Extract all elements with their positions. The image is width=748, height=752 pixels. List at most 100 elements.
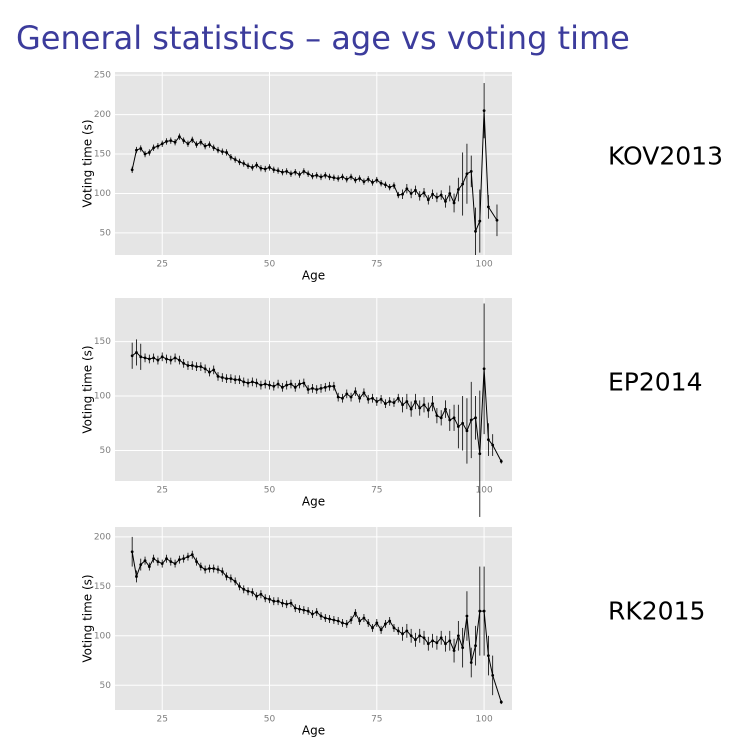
x-tick-label: 100: [476, 715, 493, 725]
point: [461, 421, 465, 425]
x-tick-label: 100: [476, 260, 493, 270]
point: [233, 158, 237, 161]
point: [323, 173, 327, 177]
point: [152, 146, 156, 150]
point: [285, 169, 289, 173]
point: [169, 560, 173, 564]
point: [173, 562, 177, 565]
point: [212, 368, 216, 372]
point: [216, 375, 220, 378]
point: [272, 599, 276, 603]
y-tick-label: 50: [100, 446, 112, 456]
point: [474, 229, 477, 233]
point: [259, 166, 263, 170]
point: [392, 626, 396, 630]
point: [186, 142, 190, 146]
point: [255, 381, 259, 385]
point: [418, 194, 422, 198]
point: [203, 144, 207, 148]
panel: [115, 72, 512, 255]
point: [315, 388, 319, 391]
point: [461, 646, 465, 650]
chart-label: EP2014: [608, 368, 703, 397]
point: [486, 438, 490, 442]
point: [177, 558, 181, 562]
point: [298, 607, 301, 611]
point: [336, 395, 340, 399]
point: [396, 193, 400, 197]
x-tick-label: 50: [264, 486, 276, 496]
slide-title: General statistics – age vs voting time: [16, 19, 630, 57]
point: [293, 385, 297, 389]
point: [143, 152, 147, 156]
y-tick-label: 50: [100, 228, 112, 238]
point: [169, 139, 173, 143]
point: [238, 584, 241, 588]
point: [409, 192, 413, 195]
point: [276, 599, 280, 603]
point: [328, 617, 331, 621]
point: [225, 151, 228, 154]
point: [482, 367, 486, 371]
point: [431, 639, 434, 643]
point: [250, 590, 254, 594]
point: [263, 596, 267, 600]
point: [233, 580, 237, 583]
point: [143, 559, 147, 563]
point: [388, 400, 392, 403]
point: [182, 361, 186, 365]
point: [165, 140, 168, 143]
point: [439, 193, 443, 197]
point: [280, 601, 284, 605]
point: [332, 384, 336, 388]
point: [190, 553, 194, 557]
point: [478, 609, 482, 613]
point: [182, 139, 186, 143]
point: [306, 172, 310, 176]
point: [452, 649, 456, 653]
point: [289, 382, 293, 386]
x-tick-label: 25: [156, 715, 167, 725]
panel: [115, 527, 512, 710]
point: [431, 192, 434, 196]
point: [414, 188, 417, 192]
point: [298, 173, 301, 176]
point: [276, 169, 280, 172]
y-axis-label: Voting time (s): [81, 574, 95, 662]
point: [388, 619, 392, 623]
point: [160, 562, 164, 565]
point: [311, 612, 314, 616]
point: [371, 396, 374, 400]
point: [225, 377, 228, 381]
y-tick-label: 200: [94, 110, 111, 120]
point: [147, 151, 151, 154]
point: [259, 383, 263, 387]
point: [246, 589, 250, 593]
point: [401, 192, 404, 196]
point: [203, 367, 207, 371]
point: [229, 577, 233, 580]
point: [474, 416, 477, 420]
point: [341, 396, 344, 400]
point: [190, 138, 194, 142]
point: [280, 385, 284, 389]
point: [216, 148, 220, 152]
point: [405, 187, 409, 191]
point: [268, 383, 271, 387]
point: [435, 414, 439, 418]
point: [362, 391, 366, 395]
point: [298, 382, 301, 386]
point: [315, 173, 319, 177]
point: [255, 163, 259, 167]
y-tick-label: 100: [94, 189, 111, 199]
point: [469, 169, 473, 173]
x-tick-label: 50: [264, 260, 276, 270]
y-tick-label: 50: [100, 681, 112, 691]
point: [426, 408, 430, 412]
point: [130, 168, 134, 172]
point: [435, 196, 439, 199]
point: [499, 459, 503, 463]
point: [220, 376, 224, 379]
point: [216, 568, 220, 571]
point: [208, 567, 211, 570]
